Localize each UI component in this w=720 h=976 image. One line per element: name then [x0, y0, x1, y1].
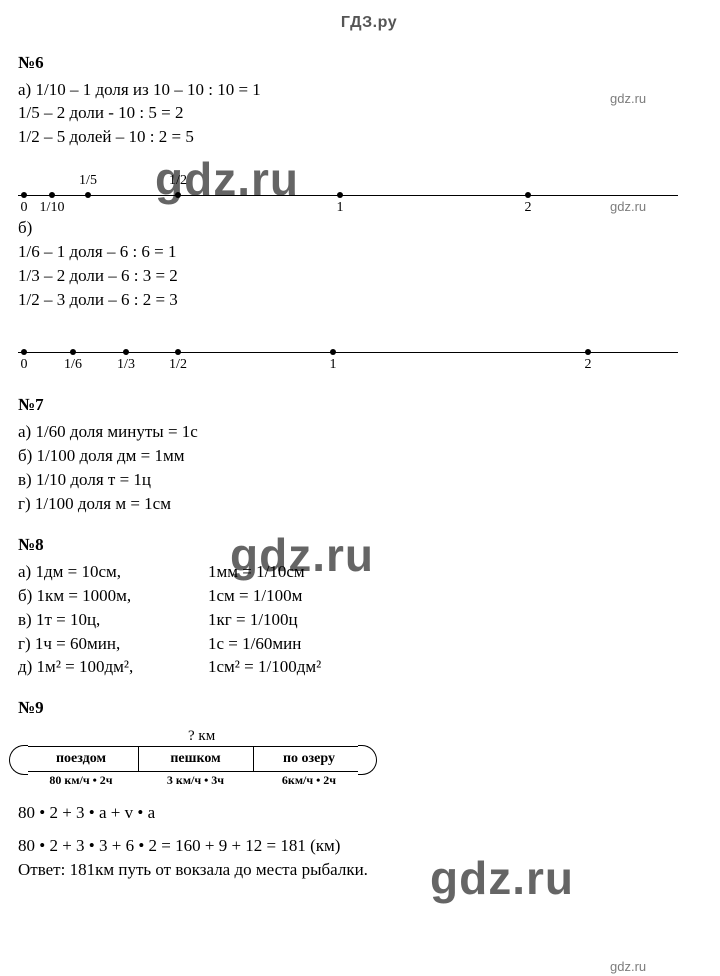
schema-cell: по озеру — [253, 747, 365, 771]
q7-line: б) 1/100 доля дм = 1мм — [18, 445, 720, 468]
tick-label: 1/3 — [117, 356, 135, 375]
number-line-a: 01/10121/51/2 — [18, 157, 698, 213]
tick — [525, 192, 531, 198]
tick — [175, 192, 181, 198]
site-header: ГДЗ.ру — [18, 12, 720, 34]
q9-calc: 80 • 2 + 3 • 3 + 6 • 2 = 160 + 9 + 12 = … — [18, 835, 720, 858]
q6-b-line: 1/6 – 1 доля – 6 : 6 = 1 — [18, 241, 720, 264]
schema-sub: 6км/ч • 2ч — [253, 772, 365, 788]
number-line-b: 0 1/6 1/3 1/2 1 2 — [18, 330, 698, 376]
tick — [585, 349, 591, 355]
tick-label: 0 — [21, 199, 28, 218]
q9-answer: Ответ: 181км путь от вокзала до места ры… — [18, 859, 720, 882]
tick — [175, 349, 181, 355]
q6-b-label: б) — [18, 217, 720, 240]
tick-label: 1/2 — [169, 356, 187, 375]
q8-col1: а) 1дм = 10см, — [18, 561, 208, 584]
text: 1/10 – 1 доля из 10 – 10 : 10 = 1 — [35, 80, 260, 99]
text: а) — [18, 80, 31, 99]
tick-label: 1 — [337, 199, 344, 218]
q8-col2: 1см = 1/100м — [208, 585, 302, 608]
schema-cell: пешком — [138, 747, 253, 771]
q7-title: №7 — [18, 394, 720, 417]
q8-col2: 1кг = 1/100ц — [208, 609, 298, 632]
q8-row: в) 1т = 10ц,1кг = 1/100ц — [18, 609, 720, 632]
q9-expression: 80 • 2 + 3 • а + v • a — [18, 802, 720, 825]
q8-table: а) 1дм = 10см,1мм = 1/10смб) 1км = 1000м… — [18, 561, 720, 680]
q9-schema: ? км поездомпешкомпо озеру 80 км/ч • 2ч3… — [18, 726, 378, 796]
tick — [70, 349, 76, 355]
q9-question-km: ? км — [188, 726, 215, 746]
q6-a-label: а) 1/10 – 1 доля из 10 – 10 : 10 = 1 — [18, 79, 720, 102]
tick — [337, 192, 343, 198]
q8-title: №8 — [18, 534, 720, 557]
tick-label: 1 — [330, 356, 337, 375]
q8-col1: б) 1км = 1000м, — [18, 585, 208, 608]
tick-label: 0 — [21, 356, 28, 375]
watermark: gdz.ru — [610, 958, 646, 976]
tick — [21, 192, 27, 198]
q8-col1: в) 1т = 10ц, — [18, 609, 208, 632]
number-line-axis — [18, 195, 678, 196]
schema-cell: поездом — [24, 747, 138, 771]
q6-a-line: 1/2 – 5 долей – 10 : 2 = 5 — [18, 126, 720, 149]
q6-b-line: 1/2 – 3 доли – 6 : 2 = 3 — [18, 289, 720, 312]
q8-row: д) 1м² = 100дм²,1см² = 1/100дм² — [18, 656, 720, 679]
tick — [49, 192, 55, 198]
q8-col1: д) 1м² = 100дм², — [18, 656, 208, 679]
schema-sub: 80 км/ч • 2ч — [24, 772, 138, 788]
q9-title: №9 — [18, 697, 720, 720]
schema-sub: 3 км/ч • 3ч — [138, 772, 253, 788]
q8-row: г) 1ч = 60мин,1с = 1/60мин — [18, 633, 720, 656]
q7-line: г) 1/100 доля м = 1см — [18, 493, 720, 516]
tick-label: 2 — [585, 356, 592, 375]
q6-b-line: 1/3 – 2 доли – 6 : 3 = 2 — [18, 265, 720, 288]
q6-a-line: 1/5 – 2 доли - 10 : 5 = 2 — [18, 102, 720, 125]
q9-bar: поездомпешкомпо озеру — [18, 746, 368, 772]
tick-label: 1/5 — [79, 172, 97, 191]
tick — [330, 349, 336, 355]
tick-label: 1/10 — [40, 199, 65, 218]
q8-col2: 1см² = 1/100дм² — [208, 656, 321, 679]
tick-label: 1/2 — [169, 172, 187, 191]
q8-col2: 1мм = 1/10см — [208, 561, 305, 584]
tick — [123, 349, 129, 355]
q6-title: №6 — [18, 52, 720, 75]
tick-label: 1/6 — [64, 356, 82, 375]
q8-col2: 1с = 1/60мин — [208, 633, 301, 656]
tick-label: 2 — [525, 199, 532, 218]
q7-line: в) 1/10 доля т = 1ц — [18, 469, 720, 492]
tick — [85, 192, 91, 198]
q7-line: а) 1/60 доля минуты = 1с — [18, 421, 720, 444]
q8-col1: г) 1ч = 60мин, — [18, 633, 208, 656]
q8-row: б) 1км = 1000м,1см = 1/100м — [18, 585, 720, 608]
q8-row: а) 1дм = 10см,1мм = 1/10см — [18, 561, 720, 584]
number-line-axis — [18, 352, 678, 353]
tick — [21, 349, 27, 355]
